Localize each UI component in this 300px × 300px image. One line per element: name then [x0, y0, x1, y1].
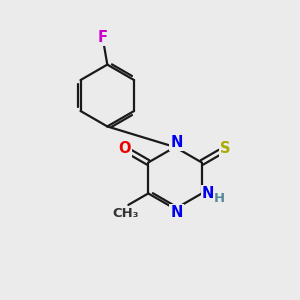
- Text: O: O: [118, 142, 131, 157]
- Text: N: N: [170, 205, 183, 220]
- Text: N: N: [170, 135, 183, 150]
- Text: H: H: [214, 192, 225, 205]
- Text: F: F: [97, 30, 107, 45]
- Text: S: S: [220, 142, 231, 157]
- Text: CH₃: CH₃: [112, 207, 139, 220]
- Text: N: N: [202, 186, 214, 201]
